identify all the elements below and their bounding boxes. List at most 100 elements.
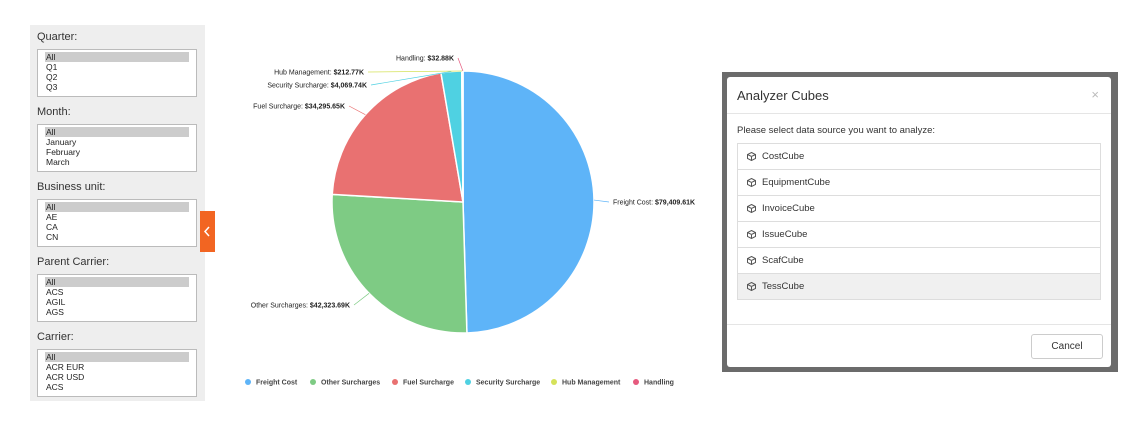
select-box: All January February March bbox=[37, 124, 197, 172]
legend-label[interactable]: Freight Cost bbox=[256, 380, 298, 387]
slice-name: Freight Cost bbox=[613, 200, 651, 207]
slice-name: Security Surcharge bbox=[267, 83, 327, 90]
filter-panel: Quarter: All Q1 Q2 Q3 Month: All January Februar… bbox=[30, 25, 205, 401]
cube-icon bbox=[747, 152, 756, 161]
leader-line bbox=[370, 71, 452, 86]
icon-shape bbox=[747, 204, 756, 213]
cube-item[interactable]: CostCube bbox=[737, 143, 1101, 170]
slice-label: Other Surcharges: $42,323.69K bbox=[251, 303, 350, 310]
cube-item[interactable]: ScafCube bbox=[737, 248, 1101, 274]
pie-chart: Freight Cost: $79,409.61K Other Surcharge… bbox=[245, 56, 695, 387]
filter-label: Parent Carrier: bbox=[37, 256, 110, 268]
legend-label[interactable]: Handling bbox=[644, 380, 674, 387]
slice-name: Handling bbox=[396, 56, 424, 63]
select-option[interactable]: CN bbox=[46, 232, 59, 242]
select-option[interactable]: Q1 bbox=[46, 62, 58, 72]
cube-name: InvoiceCube bbox=[762, 203, 815, 214]
select-box: All AE CA CN bbox=[37, 199, 197, 247]
cube-name: CostCube bbox=[762, 151, 805, 162]
cube-icon bbox=[747, 256, 756, 265]
pie-slice bbox=[331, 193, 468, 334]
leader-line bbox=[367, 70, 463, 73]
icon-shape bbox=[747, 152, 756, 161]
select-option[interactable]: AGS bbox=[46, 307, 64, 317]
leader-line bbox=[457, 57, 464, 72]
cube-icon bbox=[747, 230, 756, 239]
filter-label: Quarter: bbox=[37, 31, 78, 43]
cube-name: IssueCube bbox=[762, 229, 808, 240]
slice-label: Security Surcharge: $4,069.74K bbox=[267, 83, 367, 90]
select-option[interactable]: All bbox=[45, 127, 189, 137]
icon-shape bbox=[747, 282, 756, 291]
cube-item[interactable]: TessCube bbox=[737, 274, 1101, 300]
slice-value: $4,069.74K bbox=[331, 83, 367, 90]
filter-label: Business unit: bbox=[37, 181, 106, 193]
legend-label[interactable]: Fuel Surcharge bbox=[403, 380, 454, 387]
icon-shape bbox=[747, 256, 756, 265]
cancel-button[interactable]: Cancel bbox=[1031, 334, 1103, 359]
select-option[interactable]: All bbox=[45, 352, 189, 362]
legend-label[interactable]: Other Surcharges bbox=[321, 380, 380, 387]
slice-name: Fuel Surcharge bbox=[253, 104, 301, 111]
cube-icon bbox=[747, 178, 756, 187]
filter-label: Month: bbox=[37, 106, 71, 118]
cube-name: TessCube bbox=[762, 281, 805, 292]
legend-label[interactable]: Security Surcharge bbox=[476, 380, 540, 387]
divider bbox=[727, 113, 1111, 114]
select-box: All ACS AGIL AGS bbox=[37, 274, 197, 322]
cube-item[interactable]: InvoiceCube bbox=[737, 196, 1101, 222]
slice-name: Other Surcharges bbox=[251, 303, 307, 310]
slice-value: $42,323.69K bbox=[310, 303, 350, 310]
select-option[interactable]: January bbox=[46, 137, 77, 147]
legend-marker[interactable] bbox=[465, 379, 471, 385]
slice-label: Hub Management: $212.77K bbox=[274, 70, 364, 77]
legend-marker[interactable] bbox=[551, 379, 557, 385]
pie-slice bbox=[331, 72, 464, 203]
legend-label[interactable]: Hub Management bbox=[562, 380, 621, 387]
select-option[interactable]: ACR USD bbox=[46, 372, 85, 382]
slice-value: $212.77K bbox=[334, 70, 364, 77]
select-box: All ACR EUR ACR USD ACS bbox=[37, 349, 197, 397]
select-option[interactable]: ACS bbox=[46, 287, 64, 297]
legend-marker[interactable] bbox=[633, 379, 639, 385]
slice-label: Freight Cost: $79,409.61K bbox=[613, 200, 695, 207]
select-option[interactable]: All bbox=[45, 52, 189, 62]
dialog: Analyzer Cubes × Please select data sour… bbox=[727, 77, 1111, 367]
dialog-title: Analyzer Cubes bbox=[737, 88, 829, 103]
select-option[interactable]: CA bbox=[46, 222, 58, 232]
select-option[interactable]: Q3 bbox=[46, 82, 58, 92]
select-option[interactable]: AE bbox=[46, 212, 58, 222]
panel-toggle[interactable] bbox=[200, 211, 215, 252]
icon-shape bbox=[747, 178, 756, 187]
slice-value: $32.88K bbox=[428, 56, 454, 63]
cube-name: EquipmentCube bbox=[762, 177, 831, 188]
legend-marker[interactable] bbox=[310, 379, 316, 385]
chevron-icon bbox=[203, 226, 210, 237]
leader-line bbox=[348, 105, 366, 115]
close-button[interactable]: × bbox=[1091, 87, 1099, 102]
select-option[interactable]: ACR EUR bbox=[46, 362, 85, 372]
filter-label: Carrier: bbox=[37, 331, 74, 343]
cube-item[interactable]: IssueCube bbox=[737, 222, 1101, 248]
select-option[interactable]: March bbox=[46, 157, 70, 167]
cube-list: CostCube EquipmentCube InvoiceCube IssueCub… bbox=[737, 143, 1101, 300]
slice-value: $34,295.65K bbox=[305, 104, 345, 111]
slice-value: $79,409.61K bbox=[655, 200, 695, 207]
select-option[interactable]: All bbox=[45, 277, 189, 287]
cube-item[interactable]: EquipmentCube bbox=[737, 170, 1101, 196]
leader-line bbox=[593, 199, 610, 203]
slice-name: Hub Management bbox=[274, 70, 330, 77]
legend-marker[interactable] bbox=[245, 379, 251, 385]
select-option[interactable]: February bbox=[46, 147, 81, 157]
select-option[interactable]: Q2 bbox=[46, 72, 58, 82]
select-option[interactable]: All bbox=[45, 202, 189, 212]
legend-marker[interactable] bbox=[392, 379, 398, 385]
dialog-prompt: Please select data source you want to an… bbox=[737, 125, 936, 136]
leader-line bbox=[353, 293, 370, 306]
pie-slice bbox=[462, 70, 595, 334]
select-option[interactable]: AGIL bbox=[46, 297, 66, 307]
cube-name: ScafCube bbox=[762, 255, 804, 266]
select-option[interactable]: ACS bbox=[46, 382, 64, 392]
slice-label: Handling: $32.88K bbox=[396, 56, 454, 63]
